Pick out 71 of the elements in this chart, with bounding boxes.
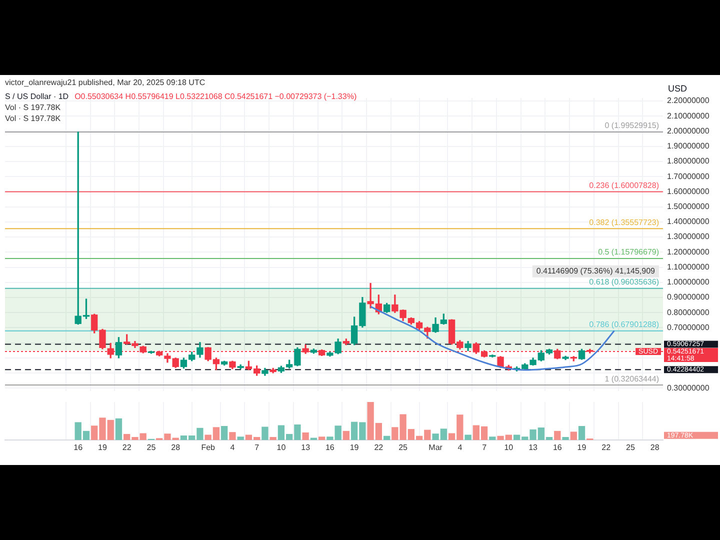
x-tick-label: 13	[528, 443, 538, 452]
x-tick-label: 16	[74, 443, 84, 452]
bar	[318, 436, 326, 440]
ref-line-label: 1 (0.32063444)	[604, 374, 660, 384]
bar	[562, 437, 569, 440]
ref-line-label: 0.5 (1.15796679)	[598, 248, 660, 257]
y-tick-label: 1.30000000	[667, 232, 710, 242]
x-tick-label: Feb	[201, 443, 216, 452]
bar	[489, 436, 496, 440]
x-tick-label: 16	[325, 443, 335, 452]
x-tick-label: 25	[398, 443, 408, 452]
y-tick-label: 1.70000000	[667, 172, 710, 181]
y-tick-label: 2.10000000	[667, 111, 710, 120]
x-tick-label: 10	[276, 443, 286, 452]
x-tick-label: 13	[301, 443, 311, 452]
bar	[262, 426, 268, 440]
bar	[115, 418, 122, 440]
bar	[302, 432, 309, 440]
x-tick-label: 7	[482, 443, 488, 452]
bar	[383, 436, 390, 440]
x-tick-label: 19	[577, 443, 587, 452]
bar	[554, 430, 561, 440]
y-axis-title: USD	[668, 83, 688, 94]
ref-line-label: 0.786 (0.67901288)	[589, 320, 660, 330]
ref-line-label: 0 (1.99529915)	[604, 121, 660, 130]
y-tick-label: 1.20000000	[667, 247, 710, 256]
bar	[578, 426, 586, 440]
y-tick-label: 1.40000000	[667, 217, 710, 226]
chart-title: S / US Dollar · 1D	[5, 92, 69, 101]
bar	[342, 430, 350, 440]
band-label: 0.41146909 (75.36%) 41,145,909	[536, 266, 656, 276]
x-tick-label: 28	[650, 443, 660, 452]
annotation: O0.55030634 H0.55796419 L0.53221068 C0.54251671 −0.00729373 (−1.33%)	[74, 92, 357, 101]
ref-line-label: 0.618 (0.96035636)	[589, 278, 660, 287]
ref-line-label: 0.382 (1.35557723)	[589, 218, 660, 227]
y-tick-label: 1.80000000	[667, 156, 710, 166]
bar	[221, 426, 228, 440]
y-tick-label: 0.70000000	[667, 322, 710, 332]
x-tick-label: 10	[504, 443, 514, 452]
x-tick-label: 16	[552, 443, 562, 452]
annotation: Vol · S 197.78K	[5, 102, 62, 113]
y-tick-label: 1.10000000	[667, 262, 710, 272]
x-tick-label: 19	[98, 443, 108, 452]
y-tick-label: 2.00000000	[667, 126, 710, 136]
ref-line-label: 0.236 (1.60007828)	[589, 180, 660, 190]
bar	[570, 432, 577, 440]
x-tick-label: 22	[374, 443, 384, 452]
bar	[237, 436, 244, 440]
y-tick-label: 1.50000000	[667, 202, 710, 212]
x-tick-label: 22	[602, 443, 612, 452]
x-tick-label: 28	[171, 443, 181, 452]
x-tick-label: 19	[350, 443, 360, 452]
y-tick-label: 1.90000000	[667, 142, 710, 151]
bar	[464, 434, 472, 440]
annotation: Vol · S 197.78K	[5, 113, 62, 124]
x-tick-label: 22	[122, 443, 132, 452]
y-tick-label: 0.30000000	[667, 383, 710, 392]
bar	[229, 432, 236, 440]
x-tick-label: Mar	[428, 443, 443, 452]
y-tick-label: 1.60000000	[667, 186, 710, 196]
y-tick-label: 2.20000000	[667, 96, 710, 106]
y-tick-label: 0.80000000	[667, 308, 710, 317]
x-tick-label: 25	[146, 443, 156, 452]
y-tick-label: 0.90000000	[667, 292, 710, 302]
x-tick-label: 4	[230, 443, 236, 452]
x-tick-label: 25	[626, 443, 636, 452]
text: victor_olanrewaju21 published, Mar 20, 2025 09:18 UTC	[5, 77, 206, 88]
x-tick-label: 4	[458, 443, 463, 452]
bar	[270, 437, 276, 440]
y-tick-label: 1.00000000	[667, 278, 710, 287]
x-tick-label: 7	[254, 443, 260, 452]
